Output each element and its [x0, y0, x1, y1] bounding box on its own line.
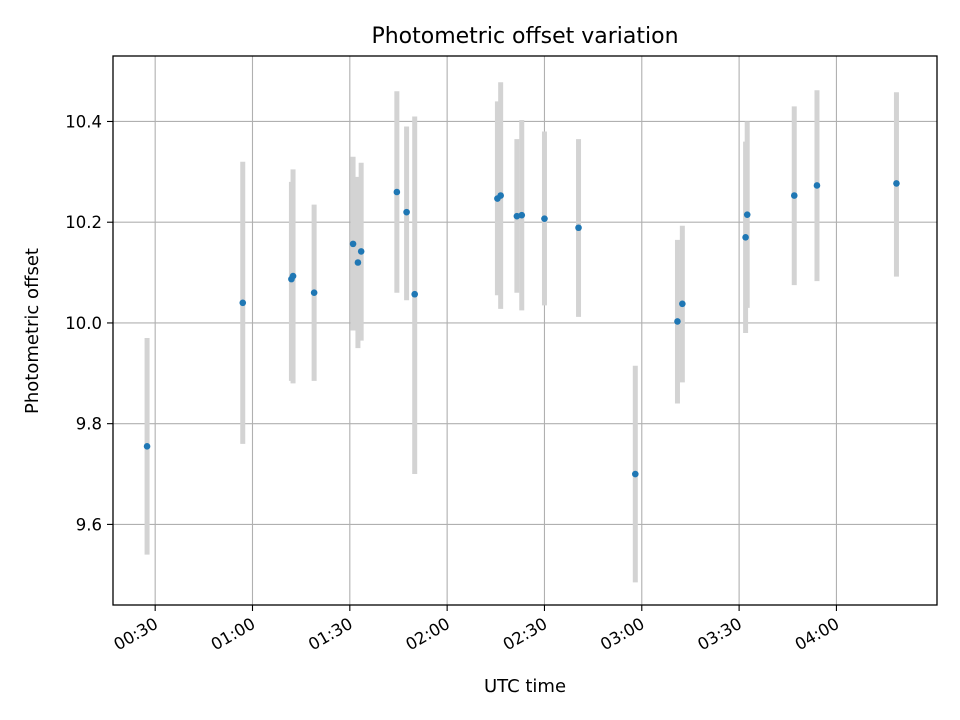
- data-point: [674, 318, 681, 325]
- data-point: [349, 240, 357, 248]
- data-point: [393, 188, 401, 196]
- y-tick-label: 10.4: [65, 112, 102, 131]
- point-layer: [143, 180, 900, 478]
- data-point: [679, 300, 686, 308]
- data-point: [354, 259, 362, 266]
- data-point: [742, 234, 749, 241]
- data-point: [403, 208, 410, 216]
- y-axis-label: Photometric offset: [22, 248, 43, 414]
- data-point: [497, 192, 504, 199]
- data-point: [411, 290, 419, 298]
- data-point: [143, 443, 151, 450]
- data-point: [289, 272, 297, 280]
- data-point: [631, 470, 639, 478]
- data-point: [239, 299, 247, 307]
- y-tick-label: 9.6: [76, 515, 102, 534]
- plot-area-frame: [112, 55, 938, 606]
- data-point: [541, 215, 548, 222]
- data-point: [790, 192, 798, 199]
- x-axis-label: UTC time: [484, 676, 566, 697]
- data-point: [310, 289, 318, 297]
- data-point: [893, 180, 900, 187]
- y-tick-label: 10.0: [65, 314, 102, 333]
- data-point: [575, 224, 582, 232]
- grid-layer: [113, 56, 937, 605]
- y-tick-label: 10.2: [65, 213, 102, 232]
- y-tick-label: 9.8: [76, 415, 102, 434]
- data-point: [743, 211, 751, 218]
- data-point: [518, 211, 526, 219]
- data-point: [357, 248, 365, 255]
- chart-title: Photometric offset variation: [371, 24, 678, 49]
- data-point: [813, 182, 821, 189]
